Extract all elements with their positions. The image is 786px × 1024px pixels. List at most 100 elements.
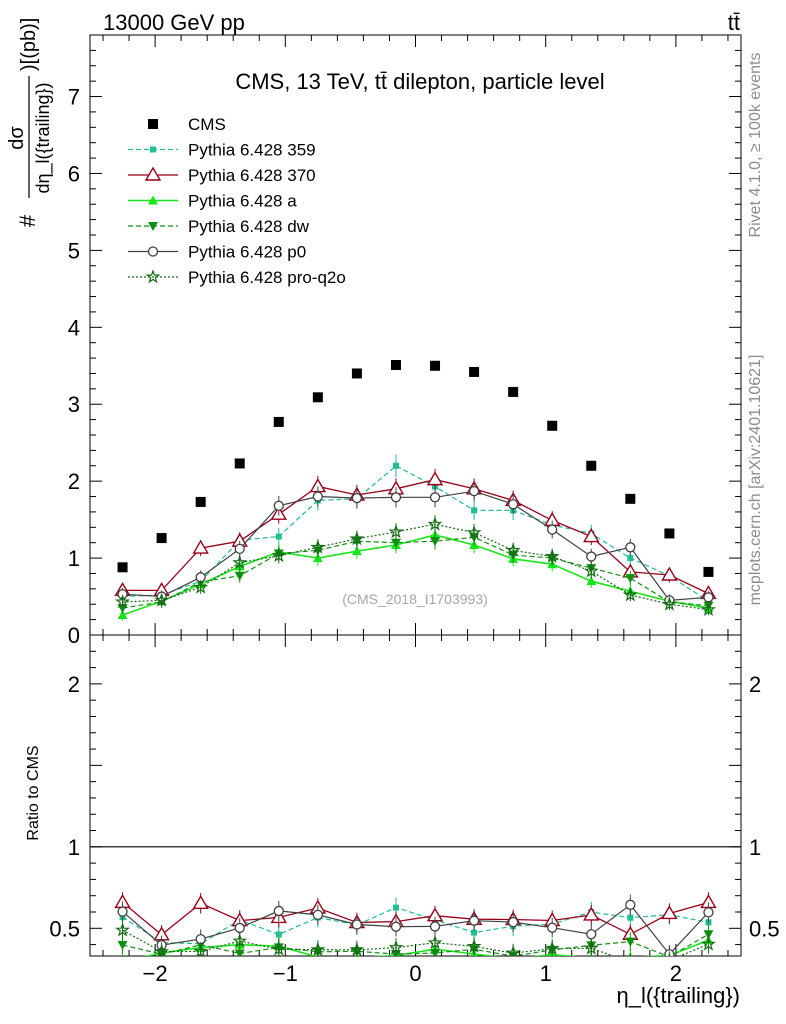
marker-pq2o (583, 563, 599, 578)
series-line-pa (122, 534, 709, 616)
cms-data-point (195, 496, 206, 507)
ratio-marker-p370 (661, 905, 678, 920)
marker-pq2o (115, 594, 131, 609)
ratio-marker-pp0 (429, 921, 441, 932)
marker-pp0 (508, 499, 519, 510)
marker-pdw (234, 571, 245, 581)
ratio-marker-pq2o (427, 934, 443, 950)
process-label: tt̄ (728, 10, 740, 35)
ratio-marker-pq2o (583, 940, 599, 955)
marker-pp0 (703, 592, 714, 603)
cms-data-point (351, 368, 362, 379)
mcplots-label: mcplots.cern.ch [arXiv:2401.10621] (747, 355, 764, 606)
chart-title: CMS, 13 TeV, tt̄ dilepton, particle leve… (235, 69, 604, 94)
cms-data-point (312, 392, 323, 403)
ratio-marker-p359 (627, 914, 634, 921)
series-line-pdw (122, 536, 709, 609)
marker-pa (117, 610, 128, 619)
ratio-marker-pq2o (115, 922, 131, 937)
series-line-pp0 (122, 490, 709, 602)
ratio-marker-pp0 (508, 916, 519, 928)
ratio-marker-pp0 (586, 929, 597, 940)
marker-p359 (471, 507, 478, 514)
marker-pdw (625, 574, 636, 584)
marker-pq2o (427, 516, 443, 531)
marker-pp0 (273, 500, 284, 511)
legend-marker-p359 (150, 146, 156, 153)
marker-pa (351, 546, 362, 556)
ratio-marker-pq2o (232, 933, 248, 948)
marker-pq2o (505, 542, 521, 557)
ratio-y-tick-label-left: 1 (68, 835, 80, 860)
x-tick-label: 2 (670, 961, 682, 986)
main-y-tick-label: 1 (68, 546, 80, 571)
ratio-marker-pdw (117, 940, 128, 950)
marker-pp0 (351, 492, 363, 504)
cms-data-point (156, 533, 167, 544)
ratio-marker-pq2o (310, 941, 326, 956)
ratio-marker-pq2o (629, 954, 631, 956)
ratio-marker-pq2o (154, 943, 170, 956)
marker-p370 (583, 528, 600, 543)
cms-data-point (547, 420, 558, 431)
x-tick-label: −2 (143, 961, 168, 986)
ratio-plot-frame (89, 634, 742, 957)
marker-p359 (275, 533, 282, 540)
ratio-line-pa (144, 939, 709, 956)
main-y-tick-label: 6 (68, 161, 80, 186)
marker-pq2o (466, 524, 482, 539)
x-tick-label: 1 (540, 961, 552, 986)
ratio-marker-pq2o (388, 939, 404, 954)
main-axis-ticks (90, 35, 741, 636)
legend-label: Pythia 6.428 a (188, 192, 297, 211)
marker-p370 (661, 566, 678, 581)
ratio-marker-pp0 (351, 919, 363, 930)
marker-pp0 (234, 543, 245, 554)
ratio-marker-pp0 (468, 915, 480, 926)
cms-data-point (234, 458, 245, 469)
marker-pp0 (586, 551, 597, 562)
legend-marker-pdw (148, 222, 158, 231)
legend-marker-pp0 (147, 246, 159, 257)
cms-data-point (273, 416, 284, 427)
ratio-marker-pq2o (505, 945, 521, 956)
y-label-numerator: dσ (6, 126, 28, 150)
y-axis-label: # dσ dη_l({trailing}) )[(pb)] (6, 18, 54, 227)
ratio-data (114, 892, 717, 956)
ratio-marker-p370 (192, 894, 209, 910)
marker-pp0 (312, 491, 324, 502)
marker-pq2o (661, 596, 677, 611)
ratio-marker-pp0 (117, 906, 128, 917)
ratio-y-label: Ratio to CMS (25, 745, 42, 840)
ratio-axis-ticks (90, 635, 741, 956)
marker-p370 (192, 539, 209, 554)
analysis-id-label: (CMS_2018_I1703993) (342, 591, 488, 607)
marker-pq2o (388, 524, 404, 539)
ratio-line-pq2o (122, 929, 709, 956)
x-axis-label: η_l({trailing}) (616, 983, 740, 1008)
marker-pq2o (622, 587, 638, 602)
legend-marker-cms (148, 119, 158, 129)
legend-marker-pa (148, 195, 158, 205)
marker-pdw (430, 537, 441, 547)
ratio-marker-pp0 (234, 922, 245, 934)
ratio-marker-pdw (234, 949, 245, 956)
marker-p359 (392, 462, 399, 469)
marker-pq2o (310, 539, 326, 554)
ratio-marker-p370 (583, 906, 600, 921)
ratio-marker-pdw (625, 937, 636, 947)
main-y-tick-label: 3 (68, 392, 80, 417)
x-tick-label: 0 (409, 961, 421, 986)
marker-pa (586, 576, 597, 586)
legend: CMS Pythia 6.428 359 Pythia 6.428 370 Pythi… (128, 115, 346, 287)
main-y-tick-labels: 0 1 2 3 4 5 6 7 (68, 85, 80, 648)
ratio-line-pp0 (122, 903, 709, 956)
ratio-marker-pq2o (193, 943, 209, 956)
x-tick-label: −1 (273, 961, 298, 986)
ratio-y-tick-label-left: 2 (68, 672, 80, 697)
ratio-marker-pp0 (703, 907, 714, 918)
ratio-marker-pp0 (312, 909, 324, 921)
cms-data-point (469, 366, 480, 377)
ratio-marker-p359 (471, 929, 478, 936)
ratio-y-tick-label-left: 0.5 (49, 916, 80, 941)
